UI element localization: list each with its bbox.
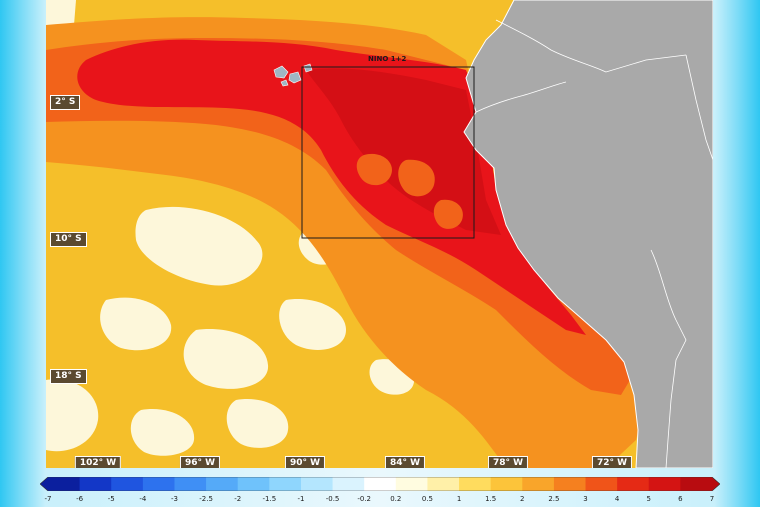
colorbar-swatch bbox=[269, 477, 302, 491]
colorbar-swatch bbox=[395, 477, 428, 491]
colorbar-tick-label: 2 bbox=[520, 495, 525, 503]
colorbar-swatch bbox=[427, 477, 460, 491]
map-canvas bbox=[46, 0, 713, 468]
colorbar-tick-label: 0.5 bbox=[421, 495, 433, 503]
colorbar-swatch bbox=[648, 477, 681, 491]
galapagos-islands bbox=[273, 63, 313, 87]
longitude-label-96w: 96° W bbox=[179, 456, 221, 468]
colorbar-tick-label: -5 bbox=[107, 495, 115, 503]
colorbar-tick-label: -2.5 bbox=[199, 495, 213, 503]
colorbar-swatch bbox=[111, 477, 144, 491]
colorbar-tick-label: -4 bbox=[139, 495, 147, 503]
colorbar-tick-label: -2 bbox=[234, 495, 242, 503]
colorbar-tick-label: 7 bbox=[709, 495, 715, 503]
colorbar-swatch bbox=[332, 477, 365, 491]
colorbar-swatch bbox=[522, 477, 555, 491]
longitude-label-84w: 84° W bbox=[384, 456, 426, 468]
colorbar-swatch bbox=[79, 477, 112, 491]
colorbar-max-arrow bbox=[712, 477, 720, 491]
colorbar-swatch bbox=[459, 477, 492, 491]
country-borders bbox=[475, 19, 713, 468]
colorbar-tick-label: 6 bbox=[678, 495, 683, 503]
colorbar-swatch bbox=[553, 477, 587, 491]
colorbar-swatch bbox=[142, 477, 175, 491]
colorbar-swatch bbox=[585, 477, 618, 491]
colorbar-tick-label: -0.5 bbox=[325, 495, 340, 503]
colorbar-swatch bbox=[300, 477, 334, 491]
colorbar-swatch bbox=[680, 477, 713, 491]
colorbar-swatch bbox=[237, 477, 270, 491]
sst-anomaly-map: NINO 1+2 2° S 10° S 18° S 102° W 96° W 9… bbox=[46, 0, 713, 468]
nino-region-box bbox=[301, 66, 475, 239]
nino-region-label: NINO 1+2 bbox=[368, 55, 407, 63]
colorbar-tick-label: -6 bbox=[76, 495, 84, 503]
longitude-label-78w: 78° W bbox=[487, 456, 529, 468]
colorbar-tick-label: -3 bbox=[170, 495, 178, 503]
colorbar-swatch bbox=[364, 477, 397, 491]
land-south-america bbox=[463, 0, 713, 468]
latitude-label-10s: 10° S bbox=[50, 232, 87, 247]
warm-holes bbox=[356, 153, 463, 229]
colorbar-tick-label: 3 bbox=[583, 495, 588, 503]
latitude-label-2s: 2° S bbox=[50, 95, 81, 110]
colorbar-tick-label: -1.5 bbox=[262, 495, 277, 503]
colorbar: -7 -6 -5 -4 -3 -2.5 -2 -1.5 -1 -0.5 -0.2 0.2 0.5 1 1.5… bbox=[40, 477, 720, 507]
colorbar-tick-label: 4 bbox=[614, 495, 620, 503]
longitude-label-90w: 90° W bbox=[284, 456, 326, 468]
hotter-core bbox=[306, 68, 501, 236]
orange-band bbox=[46, 17, 646, 468]
colorbar-tick-label: 1 bbox=[456, 495, 462, 503]
colorbar-tick-label: 0.2 bbox=[390, 495, 402, 503]
colorbar-min-arrow bbox=[40, 477, 48, 491]
colorbar-swatch bbox=[48, 477, 81, 491]
longitude-label-102w: 102° W bbox=[74, 456, 122, 468]
colorbar-tick-label: 2.5 bbox=[548, 495, 560, 503]
latitude-label-18s: 18° S bbox=[50, 369, 87, 384]
longitude-label-72w: 72° W bbox=[591, 456, 633, 468]
colorbar-tick-label: -1 bbox=[297, 495, 305, 503]
colorbar-tick-label: 5 bbox=[646, 495, 651, 503]
colorbar-tick-label: -0.2 bbox=[357, 495, 372, 503]
cool-patches bbox=[46, 0, 415, 456]
colorbar-swatch bbox=[617, 477, 650, 491]
colorbar-bar bbox=[40, 477, 720, 491]
colorbar-swatch bbox=[174, 477, 207, 491]
colorbar-swatch bbox=[490, 477, 523, 491]
colorbar-tick-label: -7 bbox=[44, 495, 52, 503]
colorbar-swatch bbox=[206, 477, 239, 491]
colorbar-tick-label: 1.5 bbox=[485, 495, 497, 503]
